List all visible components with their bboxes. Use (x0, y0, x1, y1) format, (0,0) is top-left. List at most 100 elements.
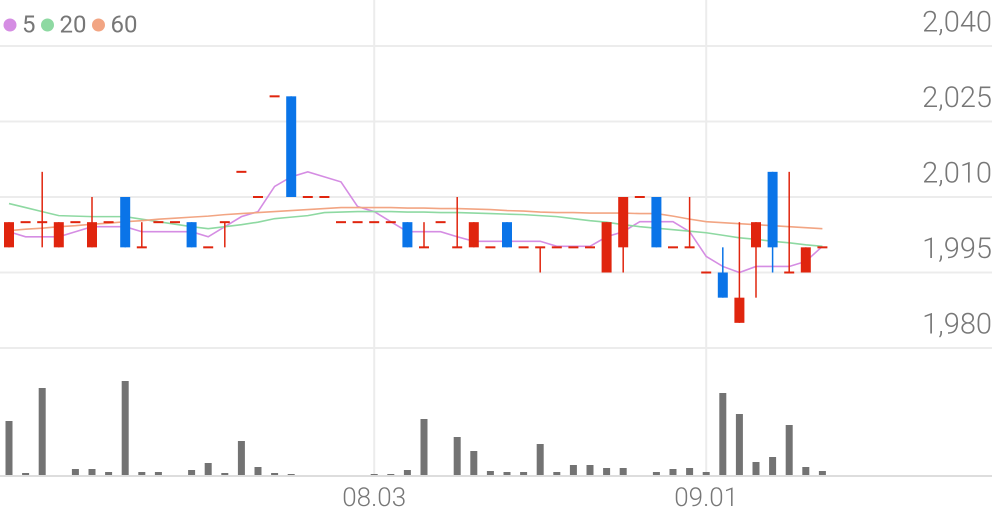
candle-body (684, 246, 695, 249)
candle-body (518, 246, 529, 249)
candle-body (336, 221, 346, 224)
candle-body (601, 222, 612, 273)
candle-body (136, 246, 147, 249)
candle-body (269, 95, 280, 98)
volume-bar (287, 474, 295, 475)
legend-label: 20 (60, 10, 87, 38)
candle-body (419, 246, 429, 249)
candle-body (87, 222, 97, 248)
volume-bar (802, 467, 810, 475)
candle-body (701, 271, 712, 274)
volume-bar (752, 462, 760, 475)
y-tick-label: 1,980 (922, 308, 992, 342)
candle-body (20, 221, 31, 224)
volume-bar (669, 469, 677, 475)
candle-body (535, 246, 546, 249)
volume-bar (735, 414, 743, 475)
candle-body (186, 222, 197, 248)
volume-bar (370, 474, 378, 475)
candle-body (219, 221, 230, 224)
volume-bar (619, 468, 627, 475)
volume-bar (470, 451, 478, 475)
candle-body (551, 246, 562, 249)
volume-bar (121, 381, 129, 475)
candle-body (203, 246, 214, 249)
candle-body (103, 221, 114, 224)
volume-bar (88, 469, 96, 475)
x-tick-label: 08.03 (342, 483, 406, 513)
candle-body (468, 222, 479, 248)
candle-body (120, 197, 131, 248)
candle-body (817, 246, 828, 249)
candle-body (435, 221, 446, 224)
legend-label: 5 (22, 10, 36, 38)
moving-average-line (8, 206, 823, 232)
volume-bar (686, 468, 694, 475)
volume-bar (719, 393, 727, 475)
volume-bar (105, 472, 113, 475)
volume-bar (420, 419, 428, 475)
candle-body (585, 246, 595, 249)
volume-bar (785, 425, 793, 475)
legend-marker (91, 18, 105, 32)
candle-body (170, 221, 180, 224)
candle-body (53, 222, 64, 248)
volume-bar (254, 467, 262, 475)
volume-bar (403, 470, 411, 475)
candle-body (618, 197, 629, 248)
volume-bar (520, 472, 528, 475)
candle-body (4, 222, 14, 248)
candle-body (70, 221, 81, 224)
candle-body (253, 196, 263, 198)
candle-body (668, 246, 678, 249)
volume-bar (702, 472, 710, 475)
legend-marker (3, 18, 17, 32)
x-tick-label: 09.01 (674, 483, 738, 513)
candle-body (452, 246, 463, 249)
candle-body (352, 221, 363, 224)
volume-bar (271, 473, 279, 475)
volume-bar (652, 472, 660, 475)
moving-average-line (8, 202, 823, 248)
volume-bar (453, 437, 461, 475)
volume-bar (603, 468, 611, 475)
volume-bar (188, 470, 196, 475)
volume-bar (536, 444, 544, 475)
candle-body (502, 222, 512, 248)
candle-body (153, 221, 164, 224)
candle-body (286, 96, 297, 197)
candle-body (751, 222, 761, 248)
candle-body (651, 197, 662, 248)
candle-body (369, 221, 380, 224)
y-tick-label: 1,995 (922, 232, 992, 266)
volume-bar (22, 473, 30, 475)
volume-bar (818, 471, 826, 475)
volume-bar (769, 457, 777, 475)
volume-bar (38, 388, 46, 475)
candle-body (485, 246, 496, 249)
candle-body (402, 222, 413, 248)
volume-bar (237, 441, 245, 475)
candle-body (767, 171, 778, 248)
volume-bar (154, 472, 162, 475)
volume-bar (387, 474, 395, 475)
candle-body (634, 196, 645, 198)
candle-body (784, 271, 795, 274)
y-tick-label: 2,040 (922, 6, 992, 40)
volume-bar (553, 472, 561, 475)
candle-body (717, 272, 728, 298)
candle-body (568, 246, 579, 249)
legend-label: 60 (110, 10, 137, 38)
volume-bar (71, 469, 79, 475)
volume-bar (569, 465, 577, 475)
volume-bar (486, 471, 494, 475)
y-tick-label: 2,010 (922, 157, 992, 191)
volume-bar (503, 472, 511, 475)
candle-body (385, 221, 396, 224)
y-tick-label: 2,025 (922, 81, 992, 115)
candle-body (319, 196, 330, 198)
candle-body (734, 297, 745, 323)
volume-bar (221, 473, 229, 475)
candle-body (236, 170, 247, 173)
